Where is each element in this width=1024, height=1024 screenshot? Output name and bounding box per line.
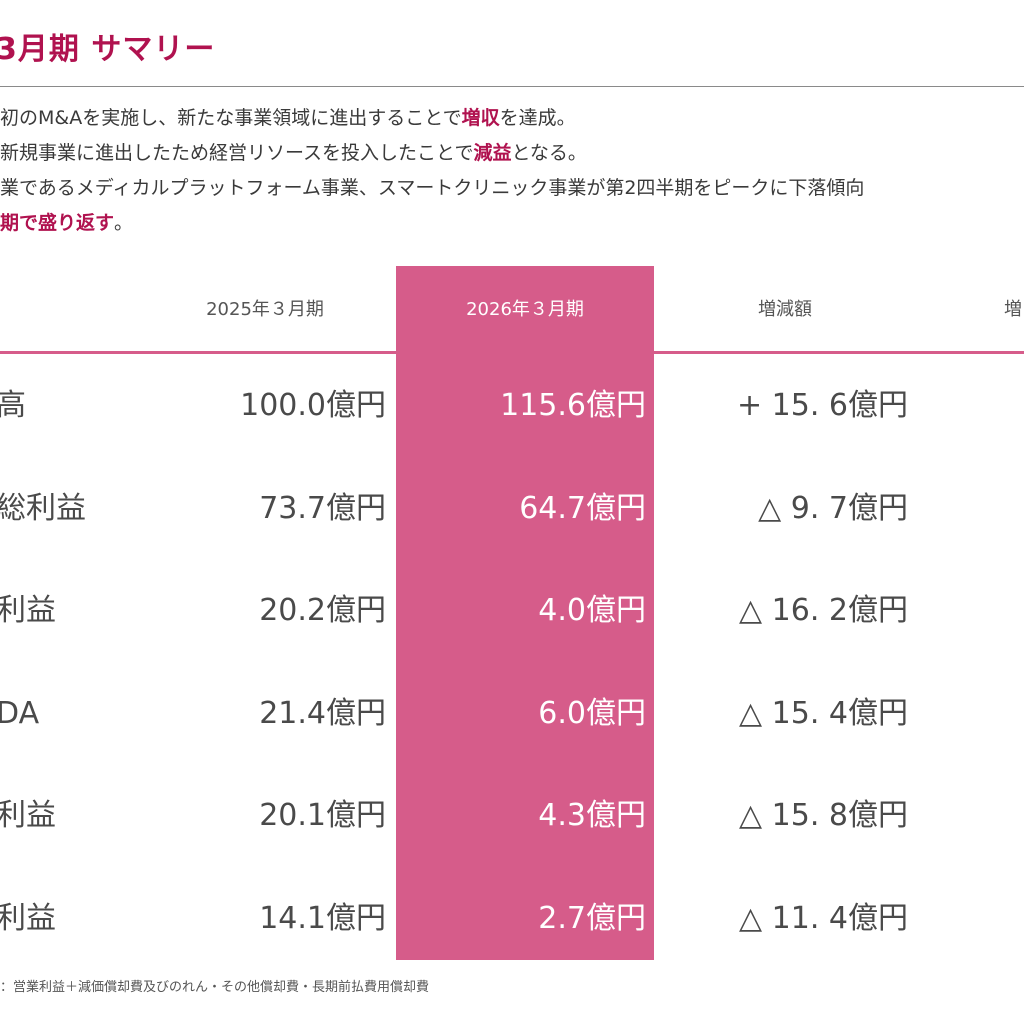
- bullet-text: 業であるメディカルプラットフォーム事業、スマートクリニック事業が第2四半期をピー…: [0, 177, 865, 199]
- header-divider: [0, 351, 1024, 354]
- bullet-text: を達成。: [499, 107, 576, 129]
- value-fy2025: 100.0億円: [240, 388, 386, 423]
- value-fy2025: 20.2億円: [259, 593, 386, 628]
- table-row: 利益 20.2億円 4.0億円 △ 16. 2億円: [0, 581, 1024, 641]
- highlight-text: 減益: [473, 142, 512, 164]
- table-row: DA 21.4億円 6.0億円 △ 15. 4億円: [0, 684, 1024, 744]
- value-fy2025: 21.4億円: [259, 695, 386, 731]
- value-diff: △ 9. 7億円: [758, 490, 908, 526]
- table-row: 総利益 73.7億円 64.7億円 △ 9. 7億円: [0, 479, 1024, 539]
- value-fy2026: 4.0億円: [538, 593, 646, 628]
- value-fy2025: 14.1億円: [259, 900, 386, 936]
- row-label: 利益: [0, 798, 56, 833]
- value-diff: + 15. 6億円: [736, 388, 908, 423]
- footnote: ：営業利益＋減価償却費及びのれん・その他償却費・長期前払費用償却費: [0, 980, 430, 995]
- summary-bullet: 新規事業に進出したため経営リソースを投入したことで減益となる。: [0, 139, 1024, 174]
- value-diff: △ 15. 4億円: [739, 695, 908, 731]
- bullet-text: となる。: [511, 142, 587, 164]
- header-extra: 増: [1004, 299, 1022, 320]
- value-diff: △ 16. 2億円: [739, 593, 908, 628]
- table-row: 利益 20.1億円 4.3億円 △ 15. 8億円: [0, 786, 1024, 846]
- row-label: 利益: [0, 593, 56, 628]
- header-diff: 増減額: [758, 299, 812, 320]
- summary-bullet: 期で盛り返す。: [0, 209, 1024, 244]
- header-fy2025: 2025年３月期: [206, 299, 324, 320]
- value-diff: △ 15. 8億円: [739, 798, 908, 833]
- value-fy2026: 115.6億円: [500, 388, 646, 423]
- row-label: 高: [0, 388, 26, 423]
- value-fy2025: 73.7億円: [259, 490, 386, 526]
- summary-bullet: 初のM&Aを実施し、新たな事業領域に進出することで増収を達成。: [0, 104, 1024, 139]
- value-fy2025: 20.1億円: [259, 798, 386, 833]
- table-row: 高 100.0億円 115.6億円 + 15. 6億円: [0, 376, 1024, 436]
- row-label: DA: [0, 695, 40, 731]
- bullet-text: 。: [114, 212, 134, 234]
- title-divider: [0, 86, 1024, 87]
- summary-bullets: 初のM&Aを実施し、新たな事業領域に進出することで増収を達成。 新規事業に進出した…: [0, 104, 1024, 244]
- row-label: 総利益: [0, 490, 86, 526]
- summary-bullet: 業であるメディカルプラットフォーム事業、スマートクリニック事業が第2四半期をピー…: [0, 174, 1024, 209]
- value-diff: △ 11. 4億円: [739, 900, 908, 936]
- value-fy2026: 2.7億円: [538, 900, 646, 936]
- value-fy2026: 64.7億円: [519, 490, 646, 526]
- table-row: 利益 14.1億円 2.7億円 △ 11. 4億円: [0, 889, 1024, 949]
- value-fy2026: 6.0億円: [538, 695, 646, 731]
- bullet-text: 初のM&Aを実施し、新たな事業領域に進出することで: [0, 107, 462, 129]
- highlight-text: 増収: [461, 107, 500, 129]
- value-fy2026: 4.3億円: [538, 798, 646, 833]
- page-title: 3月期 サマリー: [0, 32, 216, 67]
- highlight-text: 期で盛り返す: [0, 212, 115, 234]
- header-fy2026: 2026年３月期: [466, 299, 584, 320]
- current-period-highlight: [396, 266, 654, 960]
- row-label: 利益: [0, 900, 56, 936]
- bullet-text: 新規事業に進出したため経営リソースを投入したことで: [0, 142, 474, 164]
